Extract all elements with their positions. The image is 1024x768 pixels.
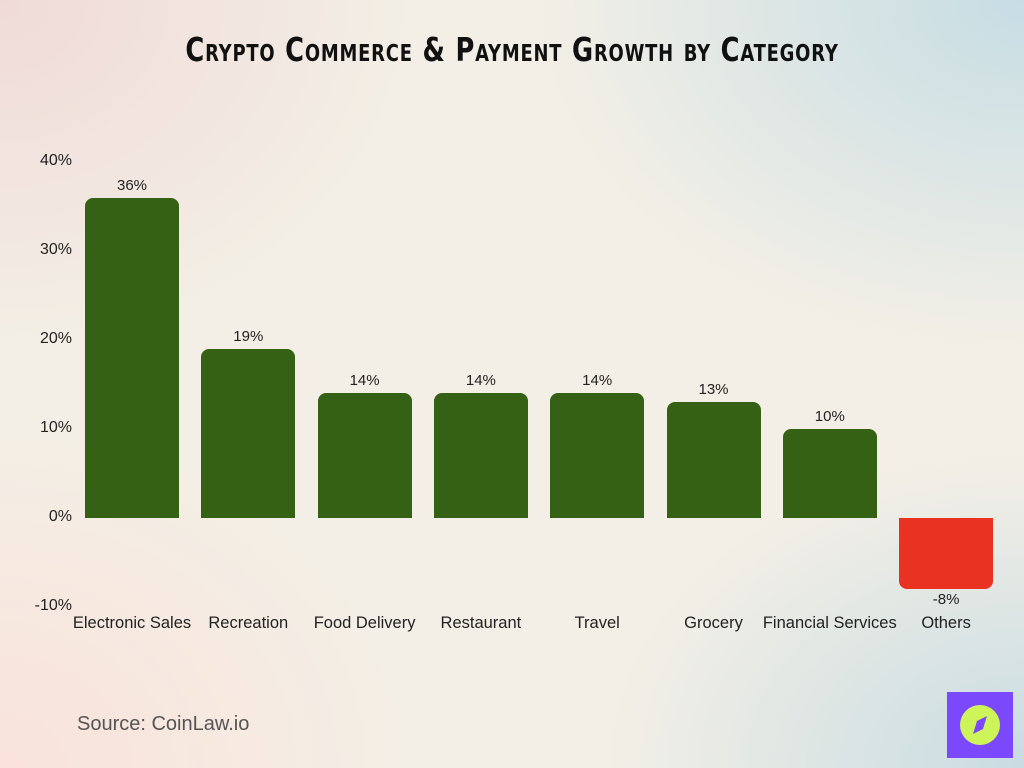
- y-tick-0: 0%: [48, 508, 72, 525]
- compass-icon: [960, 705, 1000, 745]
- bar-financial-services: [782, 429, 877, 518]
- bar-value-label: 14%: [349, 372, 380, 390]
- y-tick-10: 10%: [39, 419, 72, 436]
- bar-value-label: 13%: [698, 381, 729, 399]
- x-axis-label: Electronic Sales: [72, 614, 192, 632]
- bar-value-label: 36%: [116, 176, 148, 194]
- x-axis-label: Financial Services: [762, 614, 897, 632]
- bar-value-label: 14%: [582, 372, 613, 390]
- bar-recreation: [201, 348, 296, 518]
- x-axis-label: Travel: [574, 614, 620, 632]
- y-tick-40: 40%: [39, 152, 72, 169]
- bar-others: [899, 518, 994, 590]
- x-axis-label: Others: [921, 614, 971, 632]
- brand-logo: [947, 692, 1013, 758]
- x-axis-label: Restaurant: [440, 614, 522, 632]
- y-tick-neg10: -10%: [34, 597, 72, 614]
- bar-value-label: 14%: [465, 372, 496, 390]
- bar-electronic-sales: [85, 197, 179, 518]
- bar-travel: [550, 393, 645, 518]
- bar-value-label: -8%: [932, 591, 960, 609]
- bar-restaurant: [433, 393, 528, 518]
- source-note: Source: CoinLaw.io: [77, 713, 250, 735]
- bar-food-delivery: [317, 393, 412, 518]
- x-axis-label: Food Delivery: [313, 614, 416, 632]
- bar-value-label: 10%: [814, 408, 845, 425]
- y-tick-30: 30%: [39, 241, 72, 258]
- bar-value-label: 19%: [233, 327, 264, 345]
- x-axis-label: Grocery: [684, 614, 743, 632]
- bar-grocery: [666, 402, 761, 518]
- chart-title: Crypto Commerce & Payment Growth by Cate…: [185, 30, 839, 69]
- x-axis-label: Recreation: [208, 614, 289, 632]
- y-tick-20: 20%: [39, 330, 72, 347]
